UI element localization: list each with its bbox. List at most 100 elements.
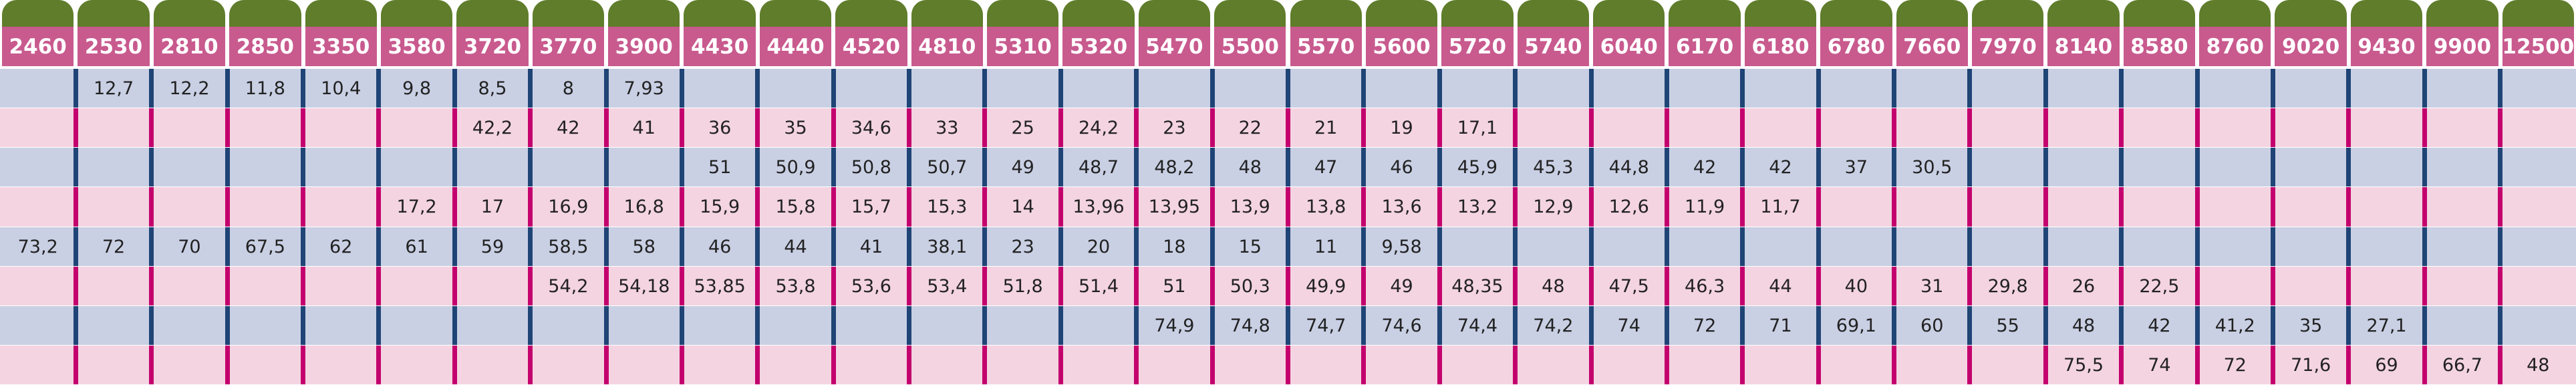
column-header: 3350 bbox=[305, 27, 377, 66]
header-tab bbox=[911, 0, 983, 31]
column-separator bbox=[2043, 108, 2048, 148]
header-tab bbox=[1062, 0, 1135, 31]
table-cell: 48,2 bbox=[1154, 157, 1195, 178]
column-separator bbox=[2119, 345, 2124, 384]
column-separator bbox=[1740, 345, 1745, 384]
header-tab bbox=[1365, 0, 1438, 31]
column-separator bbox=[1588, 148, 1594, 187]
column-separator bbox=[1588, 108, 1594, 148]
column-separator bbox=[1209, 345, 1215, 384]
column-separator bbox=[1513, 187, 1518, 227]
table-cell: 37 bbox=[1844, 157, 1868, 178]
column-separator bbox=[1967, 69, 1973, 108]
table-cell: 18 bbox=[1163, 236, 1186, 257]
column-separator bbox=[2422, 227, 2427, 266]
column-separator bbox=[1588, 266, 1594, 305]
column-separator bbox=[679, 266, 684, 305]
column-separator bbox=[2043, 227, 2048, 266]
column-separator bbox=[1361, 345, 1367, 384]
table-cell: 25 bbox=[1011, 118, 1034, 139]
table-cell: 53,4 bbox=[927, 275, 968, 297]
header-tab bbox=[2, 0, 74, 31]
column-separator bbox=[1286, 108, 1290, 148]
table-cell: 42 bbox=[557, 118, 580, 139]
table-cell: 23 bbox=[1011, 236, 1034, 257]
table-cell: 51,4 bbox=[1078, 275, 1119, 297]
table-cell: 41 bbox=[859, 236, 883, 257]
column-separator bbox=[1892, 187, 1897, 227]
table-cell: 71 bbox=[1769, 315, 1792, 336]
table-cell: 74,2 bbox=[1533, 315, 1574, 336]
column-separator bbox=[1816, 266, 1821, 305]
header-tab bbox=[2275, 0, 2347, 31]
column-separator bbox=[1513, 266, 1518, 305]
column-separator bbox=[1058, 266, 1063, 305]
column-separator bbox=[1134, 69, 1139, 108]
table-cell: 26 bbox=[2071, 275, 2096, 297]
table-cell: 46 bbox=[708, 236, 732, 257]
table-cell: 53,85 bbox=[694, 275, 746, 297]
column-separator bbox=[2119, 69, 2124, 108]
column-separator bbox=[755, 345, 760, 384]
column-separator bbox=[1058, 345, 1063, 384]
column-header: 4440 bbox=[759, 27, 832, 66]
table-cell: 51 bbox=[1163, 275, 1186, 297]
column-separator bbox=[1664, 305, 1669, 345]
column-separator bbox=[755, 187, 760, 227]
column-header: 5570 bbox=[1290, 27, 1362, 66]
column-separator bbox=[2043, 266, 2048, 305]
column-separator bbox=[452, 69, 457, 108]
column-separator bbox=[452, 108, 457, 148]
column-separator bbox=[2270, 227, 2275, 266]
table-cell: 13,2 bbox=[1457, 197, 1497, 218]
table-cell: 24,2 bbox=[1078, 118, 1119, 139]
table-cell: 58,5 bbox=[548, 236, 589, 257]
column-separator bbox=[982, 148, 988, 187]
table-cell: 23 bbox=[1163, 118, 1186, 139]
table-cell: 62 bbox=[329, 236, 353, 257]
column-separator bbox=[2346, 345, 2351, 384]
column-separator bbox=[1058, 187, 1063, 227]
column-separator bbox=[1588, 227, 1594, 266]
table-cell: 13,96 bbox=[1072, 197, 1125, 218]
column-separator bbox=[2346, 187, 2351, 227]
table-cell: 55 bbox=[1996, 315, 2019, 336]
column-separator bbox=[1740, 108, 1745, 148]
column-separator bbox=[1664, 345, 1669, 384]
table-cell: 42 bbox=[1769, 157, 1792, 178]
table-cell: 15,9 bbox=[700, 197, 740, 218]
column-separator bbox=[149, 148, 154, 187]
column-separator bbox=[301, 345, 306, 384]
table-cell: 49,9 bbox=[1306, 275, 1346, 297]
column-separator bbox=[1286, 266, 1290, 305]
column-separator bbox=[1664, 148, 1669, 187]
column-separator bbox=[1286, 187, 1290, 227]
column-separator bbox=[528, 108, 533, 148]
table-cell: 35 bbox=[784, 118, 807, 139]
column-header: 3900 bbox=[608, 27, 680, 66]
column-separator bbox=[1816, 108, 1821, 148]
column-separator bbox=[1664, 187, 1669, 227]
column-header: 12500 bbox=[2502, 27, 2574, 66]
header-tab bbox=[986, 0, 1059, 31]
column-separator bbox=[149, 69, 154, 108]
column-header: 6780 bbox=[1820, 27, 1892, 66]
column-separator bbox=[831, 187, 836, 227]
table-cell: 61 bbox=[405, 236, 428, 257]
column-separator bbox=[2498, 148, 2503, 187]
header-tab bbox=[1290, 0, 1362, 31]
column-separator bbox=[1437, 227, 1442, 266]
column-separator bbox=[1967, 148, 1973, 187]
table-cell: 21 bbox=[1314, 118, 1338, 139]
column-separator bbox=[1664, 266, 1669, 305]
column-separator bbox=[1967, 345, 1973, 384]
column-separator bbox=[1892, 266, 1897, 305]
table-cell: 54,2 bbox=[548, 275, 589, 297]
header-tab bbox=[684, 0, 756, 31]
table-cell: 74,6 bbox=[1381, 315, 1422, 336]
header-tab bbox=[2047, 0, 2120, 31]
column-separator bbox=[2422, 148, 2427, 187]
column-separator bbox=[2270, 305, 2275, 345]
table-cell: 13,8 bbox=[1306, 197, 1346, 218]
table-cell: 8 bbox=[562, 78, 574, 100]
